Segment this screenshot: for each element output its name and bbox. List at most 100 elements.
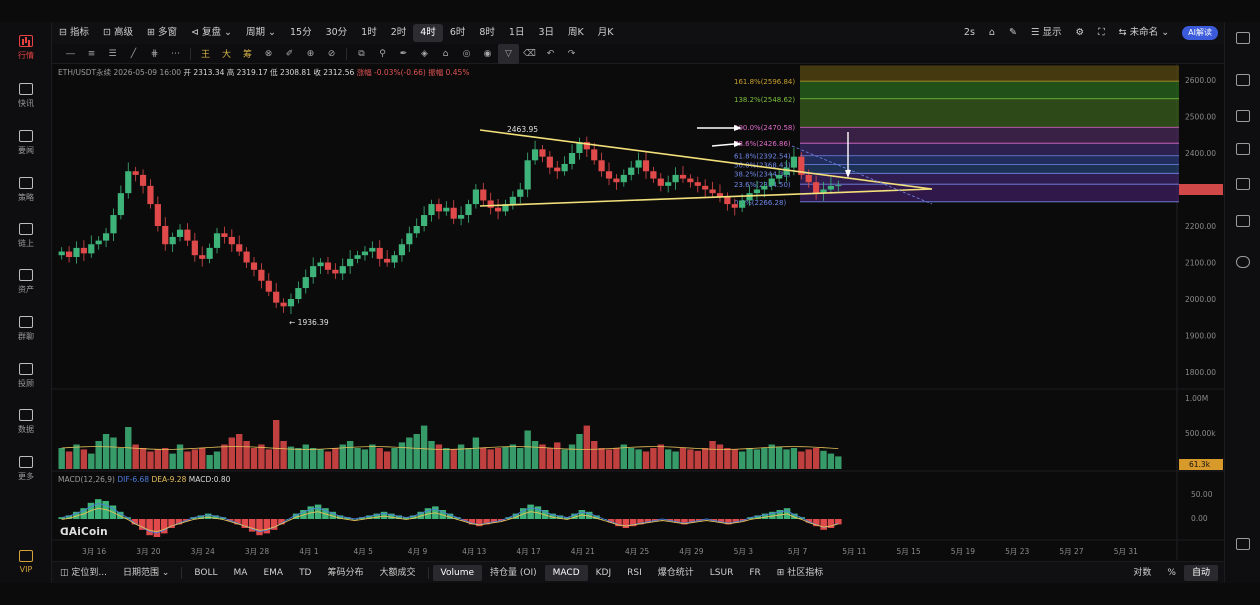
interval-3d[interactable]: 3日 [538,27,554,38]
multi-window-menu[interactable]: ⊞ 多窗 [147,27,177,38]
link-icon[interactable]: ⚲ [379,48,386,59]
filter-icon[interactable]: ▽ [498,43,519,64]
interval-4h[interactable]: 4时 [413,24,443,42]
interval-15m[interactable]: 15分 [289,27,312,38]
chart-area[interactable]: 2600.002500.002400.002300.002200.002100.… [52,64,1224,560]
fib-icon[interactable]: ⋕ [150,48,159,59]
locate-button[interactable]: ◫ 定位到... [60,567,107,578]
interval-2h[interactable]: 2时 [390,27,407,38]
lock-drawings-icon[interactable]: ⌂ [442,48,449,59]
indicator-boll[interactable]: BOLL [194,567,218,578]
indicator-ema[interactable]: EMA [263,567,284,578]
news-panel-icon[interactable] [1236,178,1250,190]
trades-icon[interactable] [1236,143,1250,155]
sub-macd[interactable]: MACD [544,564,588,581]
time-tick-label: 3月 28 [245,547,269,556]
brush-icon[interactable]: ✐ [285,48,294,59]
globe-icon[interactable] [1236,256,1250,268]
text-lines-icon[interactable]: ☰ [108,48,117,59]
auto-scale-toggle[interactable]: 自动 [1183,565,1218,581]
fullscreen-icon[interactable]: ⛶ [1098,27,1105,38]
sub-community[interactable]: ⊞ 社区指标 [776,567,824,578]
parallel-lines-icon[interactable]: ≡ [87,48,96,59]
chou-tool-icon[interactable]: 筹 [242,50,252,60]
zoom-icon[interactable]: ⊕ [306,48,315,59]
period-menu[interactable]: 周期 ⌄ [245,27,276,38]
percent-scale-toggle[interactable]: % [1167,568,1176,578]
sub-fr[interactable]: FR [749,567,761,578]
eye-icon[interactable]: ◉ [483,48,492,59]
volume-bar [679,448,687,469]
indicator-ma[interactable]: MA [233,567,248,578]
kline-chart[interactable]: 2600.002500.002400.002300.002200.002100.… [52,64,1224,560]
sidebar-item-data[interactable]: 数据 [0,402,52,442]
horizontal-line-icon[interactable]: ― [66,48,75,59]
sidebar-item-more[interactable]: 更多 [0,449,52,489]
camera-icon[interactable]: ⌂ [988,27,995,38]
sidebar-item-vip[interactable]: VIP [0,542,52,582]
indicator-large-trades[interactable]: 大额成交 [379,567,416,578]
sidebar-item-headlines[interactable]: 要闻 [0,123,52,163]
date-range-select[interactable]: 日期范围 ⌄ [122,567,170,578]
sidebar-item-market[interactable]: 行情 [0,28,52,68]
sub-liquidation[interactable]: 爆仓统计 [657,567,694,578]
interval-week[interactable]: 周K [568,27,584,38]
magnet-icon[interactable]: ⊗ [264,48,273,59]
sidebar-item-strategy[interactable]: 策略 [0,170,52,210]
volume-bar [487,449,494,469]
advanced-menu[interactable]: ⊡ 高级 [103,27,133,38]
macd-name[interactable]: MACD(12,26,9) [58,475,115,484]
layout-select[interactable]: ⇆ 未命名 ⌄ [1118,27,1170,38]
undo-icon[interactable]: ↶ [546,48,555,59]
settings-icon[interactable]: ⚙ [1075,27,1085,38]
symbol-label[interactable]: ETH/USDT永续 [58,68,112,77]
da-tool-icon[interactable]: 大 [221,50,231,60]
interval-month[interactable]: 月K [597,27,614,38]
hide-icon[interactable]: ◎ [462,48,471,59]
candle-body [776,174,783,179]
lock-icon[interactable]: ⊘ [327,48,336,59]
ai-interpret-button[interactable]: AI解读 [1182,26,1218,40]
sub-kdj[interactable]: KDJ [595,567,612,578]
sidebar-item-groupchat[interactable]: 群聊 [0,309,52,349]
wang-tool-icon[interactable]: 王 [200,50,210,60]
redo-icon[interactable]: ↷ [567,48,576,59]
interval-6h[interactable]: 6时 [449,27,466,38]
sidebar-item-flash[interactable]: 快讯 [0,76,52,116]
sub-open-interest[interactable]: 持仓量 (OI) [490,567,537,578]
sidebar-item-onchain[interactable]: 链上 [0,216,52,256]
sidebar-item-advisor[interactable]: 投顾 [0,356,52,396]
interval-8h[interactable]: 8时 [479,27,495,38]
edit-icon[interactable]: ✎ [1008,27,1017,38]
pen-icon[interactable]: ✒ [399,48,408,59]
interval-1h[interactable]: 1时 [361,27,377,38]
robot-panel-icon[interactable] [1236,215,1250,227]
interval-1d[interactable]: 1日 [508,27,525,38]
volume-bar [443,448,450,469]
log-scale-toggle[interactable]: 对数 [1133,568,1152,578]
refresh-rate[interactable]: 2s [963,27,975,38]
more-tools-icon[interactable]: ⋯ [171,48,180,59]
time-tick-label: 5月 3 [734,547,754,556]
candle-body [620,174,627,183]
indicator-td[interactable]: TD [299,567,312,578]
list-icon[interactable] [1236,110,1250,122]
sub-lsur[interactable]: LSUR [709,567,734,578]
interval-30m[interactable]: 30分 [325,27,348,38]
sub-volume[interactable]: Volume [432,564,483,581]
add-panel-icon[interactable] [1236,538,1250,550]
trend-line-icon[interactable]: ╱ [130,48,137,59]
indicators-menu[interactable]: ⊟ 指标 [59,27,89,38]
replay-menu[interactable]: ⊲ 复盘 ⌄ [191,27,232,38]
shapes-icon[interactable]: ◈ [421,48,428,59]
copy-icon[interactable]: ⧉ [358,48,365,59]
indicator-chip-distribution[interactable]: 筹码分布 [327,567,364,578]
orderbook-icon[interactable] [1236,74,1250,86]
candle-body [679,174,687,179]
sub-rsi[interactable]: RSI [627,567,642,578]
display-toggle[interactable]: ☰ 显示 [1030,27,1062,38]
panel-icon[interactable] [1236,32,1250,44]
macd-histogram-bar [549,513,556,519]
trash-icon[interactable]: ⌫ [523,48,536,59]
sidebar-item-assets[interactable]: 资产 [0,262,52,302]
